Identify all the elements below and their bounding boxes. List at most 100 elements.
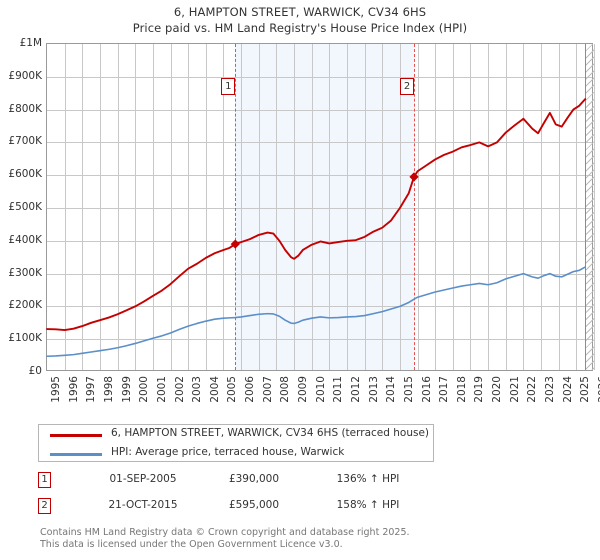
gridline-horizontal — [47, 110, 592, 111]
y-tick-label: £500K — [8, 201, 42, 213]
x-tick-label: 2015 — [402, 376, 415, 403]
gridline-vertical — [118, 44, 119, 370]
x-tick-label: 2021 — [508, 376, 521, 403]
x-tick-label: 2014 — [385, 376, 398, 403]
gridline-vertical — [312, 44, 313, 370]
x-tick-label: 1999 — [120, 376, 133, 403]
x-tick-label: 2008 — [279, 376, 292, 403]
gridline-horizontal — [47, 142, 592, 143]
table-row: 2 21-OCT-2015 £595,000 158% ↑ HPI — [38, 496, 458, 522]
gridline-vertical — [382, 44, 383, 370]
x-tick-label: 2013 — [367, 376, 380, 403]
gridline-horizontal — [47, 306, 592, 307]
gridline-vertical — [435, 44, 436, 370]
event-marker-line-1 — [235, 44, 237, 370]
gridline-vertical — [188, 44, 189, 370]
gridline-vertical — [223, 44, 224, 370]
gridline-vertical — [65, 44, 66, 370]
x-tick-label: 2025 — [579, 376, 592, 403]
y-axis-labels: £0 £100K £200K £300K £400K £500K £600K £700K £80… — [0, 0, 44, 560]
gridline-horizontal — [47, 77, 592, 78]
gridline-vertical — [594, 44, 595, 370]
event-marker-line-2 — [414, 44, 416, 370]
x-tick-label: 2023 — [544, 376, 557, 403]
gridline-vertical — [506, 44, 507, 370]
x-tick-label: 2007 — [261, 376, 274, 403]
transaction-badge-2: 2 — [38, 498, 51, 514]
gridline-vertical — [241, 44, 242, 370]
projection-hatch-region — [585, 44, 594, 370]
gridline-vertical — [453, 44, 454, 370]
gridline-vertical — [259, 44, 260, 370]
gridline-vertical — [418, 44, 419, 370]
gridline-vertical — [347, 44, 348, 370]
y-tick-label: £0 — [28, 365, 42, 377]
gridline-vertical — [329, 44, 330, 370]
gridline-vertical — [294, 44, 295, 370]
gridline-vertical — [488, 44, 489, 370]
event-flag-2: 2 — [400, 78, 415, 95]
gridline-vertical — [171, 44, 172, 370]
gridline-horizontal — [47, 339, 592, 340]
y-tick-label: £800K — [8, 102, 42, 115]
footer-line-2: This data is licensed under the Open Gov… — [40, 538, 343, 550]
x-tick-label: 2006 — [244, 376, 257, 403]
line-swatch-icon — [50, 434, 102, 437]
x-tick-label: 1998 — [102, 376, 115, 403]
series-line-hpi — [46, 266, 586, 358]
transaction-price: £595,000 — [228, 499, 280, 511]
transaction-badge-1: 1 — [38, 472, 51, 488]
x-tick-label: 2016 — [420, 376, 433, 403]
table-row: 1 01-SEP-2005 £390,000 136% ↑ HPI — [38, 470, 458, 496]
x-tick-label: 2022 — [526, 376, 539, 403]
legend-item-hpi: HPI: Average price, terraced house, Warw… — [39, 445, 433, 463]
page-title: 6, HAMPTON STREET, WARWICK, CV34 6HS — [173, 5, 427, 19]
gridline-vertical — [135, 44, 136, 370]
y-tick-label: £700K — [8, 135, 42, 148]
y-tick-label: £300K — [8, 266, 42, 279]
footer-attribution: Contains HM Land Registry data © Crown c… — [40, 527, 560, 550]
y-tick-label: £400K — [8, 233, 42, 246]
x-tick-label: 1997 — [85, 376, 98, 403]
x-tick-label: 2011 — [332, 376, 345, 403]
line-swatch-icon — [50, 453, 102, 456]
chart-legend: 6, HAMPTON STREET, WARWICK, CV34 6HS (te… — [38, 424, 434, 462]
legend-label-hpi: HPI: Average price, terraced house, Warw… — [111, 446, 345, 458]
event-span-band — [235, 44, 414, 370]
y-tick-label: £200K — [8, 299, 42, 312]
gridline-vertical — [523, 44, 524, 370]
y-tick-label: £900K — [8, 69, 42, 82]
x-tick-label: 2020 — [491, 376, 504, 403]
legend-item-price-paid: 6, HAMPTON STREET, WARWICK, CV34 6HS (te… — [39, 426, 433, 444]
transaction-date: 01-SEP-2005 — [109, 473, 177, 485]
gridline-vertical — [276, 44, 277, 370]
gridline-vertical — [100, 44, 101, 370]
gridline-vertical — [541, 44, 542, 370]
gridline-horizontal — [47, 274, 592, 275]
x-tick-label: 2001 — [155, 376, 168, 403]
footer-line-1: Contains HM Land Registry data © Crown c… — [40, 527, 410, 538]
x-tick-label: 2017 — [438, 376, 451, 403]
transaction-price: £390,000 — [228, 473, 280, 485]
x-tick-label: 2010 — [314, 376, 327, 403]
series-canvas — [46, 98, 587, 358]
gridline-horizontal — [47, 175, 592, 176]
gridline-vertical — [365, 44, 366, 370]
page-subtitle: Price paid vs. HM Land Registry's House … — [132, 21, 468, 35]
x-axis-labels: 1995 1996 1997 1998 1999 2000 2001 2002 2003 2004… — [0, 374, 600, 418]
event-flag-1: 1 — [221, 78, 236, 95]
gridline-vertical — [206, 44, 207, 370]
gridline-horizontal — [47, 208, 592, 209]
series-line-price-paid — [46, 98, 587, 331]
gridline-vertical — [559, 44, 560, 370]
x-tick-label: 1995 — [50, 376, 62, 403]
x-tick-label: 1996 — [67, 376, 80, 403]
transaction-point-1 — [230, 239, 240, 249]
x-tick-label: 2002 — [173, 376, 186, 403]
gridline-vertical — [470, 44, 471, 370]
y-tick-label: £1M — [19, 37, 42, 49]
transaction-hpi-delta: 158% ↑ HPI — [336, 499, 400, 511]
chart-title-block: 6, HAMPTON STREET, WARWICK, CV34 6HS Pri… — [0, 4, 600, 36]
